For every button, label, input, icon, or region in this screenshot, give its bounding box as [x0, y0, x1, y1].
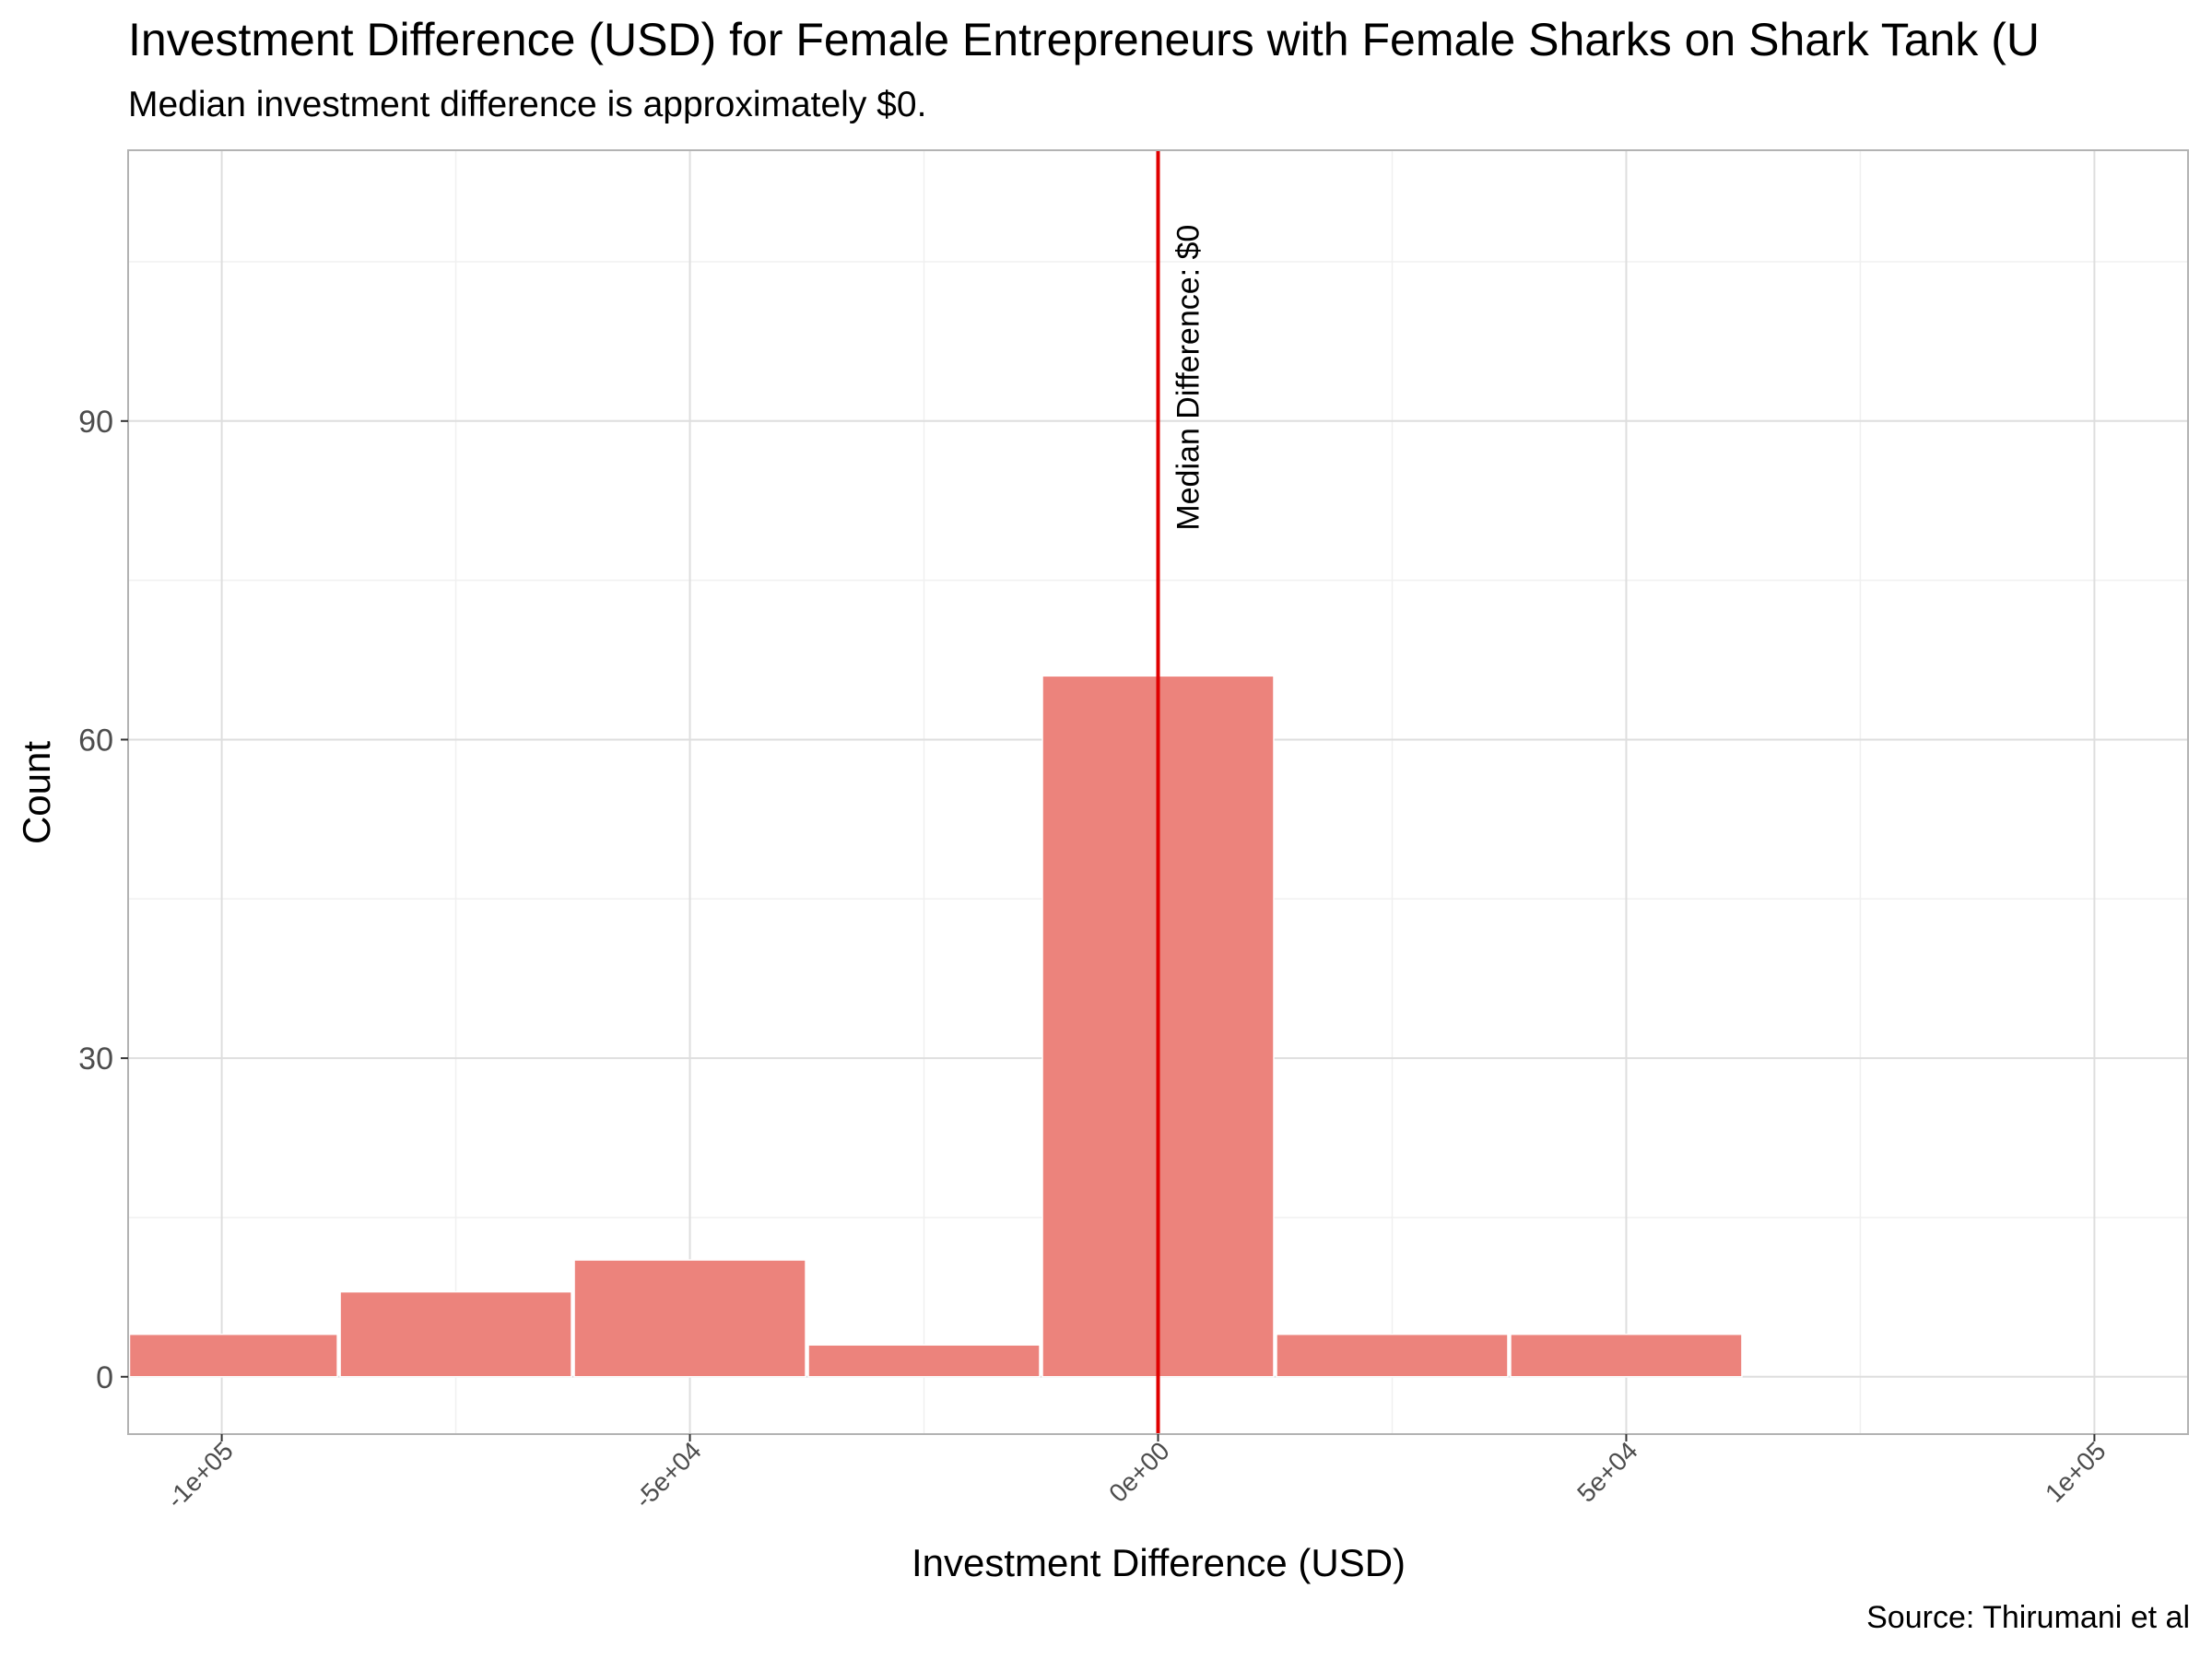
y-tick-label: 30: [78, 1041, 113, 1077]
x-axis: -1e+05 -5e+04 0e+00 5e+04 1e+05: [161, 1434, 2112, 1513]
x-tick-label: 0e+00: [1103, 1436, 1175, 1508]
histogram-bar: [1276, 1333, 1509, 1378]
y-tick-label: 0: [96, 1360, 113, 1395]
x-axis-title: Investment Difference (USD): [912, 1541, 1406, 1584]
histogram-bar: [1510, 1333, 1743, 1378]
y-tick-label: 60: [78, 723, 113, 758]
x-tick-label: 1e+05: [2040, 1436, 2112, 1508]
chart-subtitle: Median investment difference is approxim…: [128, 85, 927, 124]
histogram-bar: [807, 1344, 1041, 1378]
histogram-bar: [573, 1259, 806, 1378]
y-tick-label: 90: [78, 405, 113, 440]
chart-title: Investment Difference (USD) for Female E…: [128, 14, 2040, 65]
x-tick-label: -5e+04: [629, 1436, 707, 1513]
histogram-bar: [339, 1290, 572, 1378]
source-caption: Source: Thirumani et al: [1866, 1600, 2190, 1635]
x-tick-label: -1e+05: [161, 1436, 239, 1513]
median-line-label: Median Difference: $0: [1171, 225, 1206, 531]
histogram-bar: [128, 1333, 338, 1378]
x-tick-label: 5e+04: [1571, 1436, 1643, 1508]
median-line-group: Median Difference: $0: [1156, 150, 1206, 1434]
y-axis-title: Count: [15, 741, 58, 844]
y-axis: 0 30 60 90: [78, 405, 128, 1395]
